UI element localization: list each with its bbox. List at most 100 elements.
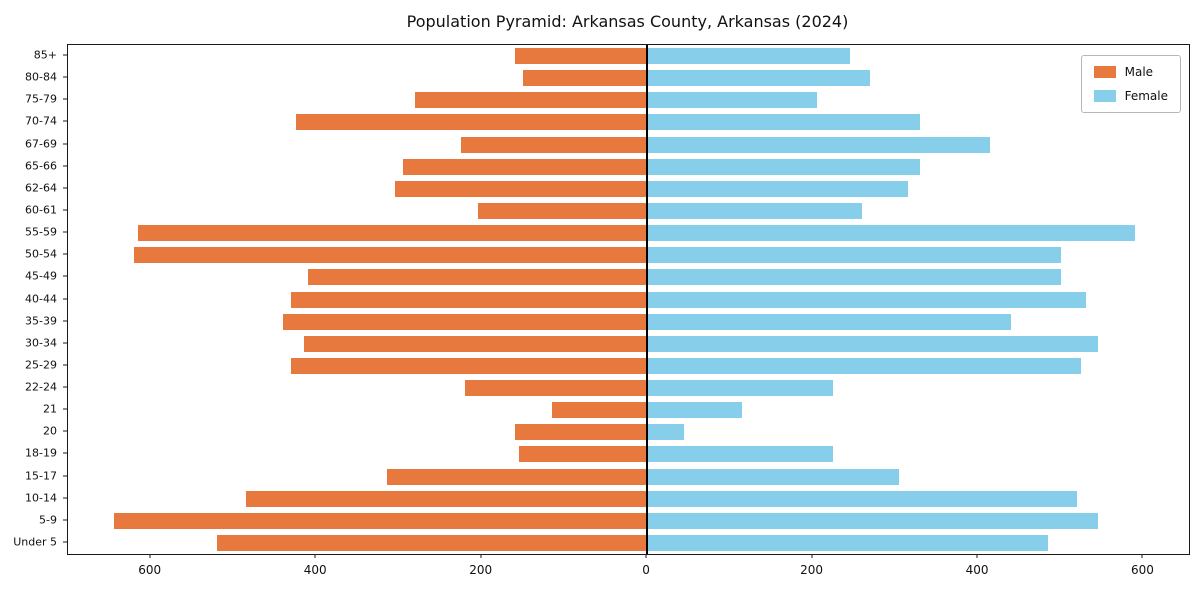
female-bar <box>647 136 991 153</box>
y-tick-label: 10-14 <box>25 491 57 505</box>
y-tick-mark <box>63 452 67 454</box>
y-tick-mark <box>63 54 67 56</box>
y-tick-mark <box>63 320 67 322</box>
y-tick-label: 62-64 <box>25 181 57 195</box>
female-bar <box>647 512 1098 529</box>
plot-area: Male Female <box>67 44 1190 555</box>
y-tick-label: 80-84 <box>25 70 57 84</box>
y-tick-label: 15-17 <box>25 469 57 483</box>
y-tick-mark <box>63 475 67 477</box>
male-bar <box>291 357 648 374</box>
female-bar <box>647 490 1078 507</box>
x-axis-labels: 600 400 200 0 200 400 600 <box>67 554 1188 590</box>
x-tick-mark <box>645 554 647 558</box>
y-tick-label: 85+ <box>33 48 57 62</box>
female-bar <box>647 446 834 463</box>
y-tick-mark <box>63 231 67 233</box>
y-tick-label: 75-79 <box>25 92 57 106</box>
male-bar <box>245 490 648 507</box>
male-bar <box>295 114 648 131</box>
y-tick-label: 55-59 <box>25 225 57 239</box>
x-tick-mark <box>480 554 482 558</box>
y-tick-mark <box>63 253 67 255</box>
y-tick-mark <box>63 165 67 167</box>
x-tick-mark <box>149 554 151 558</box>
female-bar <box>647 335 1098 352</box>
legend-item-male: Male <box>1093 65 1168 79</box>
male-bar <box>514 48 648 65</box>
y-tick-mark <box>63 541 67 543</box>
y-tick-mark <box>63 76 67 78</box>
y-tick-label: 35-39 <box>25 314 57 328</box>
y-tick-label: Under 5 <box>13 535 57 549</box>
zero-axis-line <box>646 45 648 554</box>
female-bar <box>647 380 834 397</box>
y-tick-label: 45-49 <box>25 269 57 283</box>
male-bar <box>394 180 648 197</box>
x-tick-label: 600 <box>138 563 162 577</box>
male-bar <box>465 380 648 397</box>
x-tick-mark <box>811 554 813 558</box>
male-bar <box>460 136 648 153</box>
y-tick-mark <box>63 187 67 189</box>
x-tick-label: 0 <box>642 563 650 577</box>
legend-male-label: Male <box>1124 65 1154 79</box>
y-tick-mark <box>63 342 67 344</box>
female-bar <box>647 357 1082 374</box>
y-tick-mark <box>63 497 67 499</box>
y-tick-mark <box>63 120 67 122</box>
male-bar <box>403 158 648 175</box>
male-bar <box>216 534 648 551</box>
female-bar <box>647 424 685 441</box>
male-bar <box>307 269 648 286</box>
y-tick-mark <box>63 98 67 100</box>
female-bar <box>647 180 908 197</box>
male-bar <box>551 402 648 419</box>
x-tick-label: 400 <box>965 563 989 577</box>
y-tick-label: 25-29 <box>25 358 57 372</box>
y-tick-label: 40-44 <box>25 292 57 305</box>
y-tick-label: 21 <box>43 402 57 416</box>
x-tick-label: 200 <box>800 563 824 577</box>
y-tick-mark <box>63 364 67 366</box>
legend-female-label: Female <box>1124 89 1168 103</box>
x-tick-label: 400 <box>303 563 327 577</box>
y-tick-mark <box>63 143 67 145</box>
y-tick-label: 20 <box>43 424 57 438</box>
legend-item-female: Female <box>1093 89 1168 103</box>
y-tick-mark <box>63 209 67 211</box>
y-tick-mark <box>63 430 67 432</box>
x-tick-label: 200 <box>469 563 493 577</box>
chart-title: Population Pyramid: Arkansas County, Ark… <box>406 12 849 31</box>
female-bar <box>647 269 1061 286</box>
y-tick-label: 60-61 <box>25 203 57 217</box>
y-tick-mark <box>63 408 67 410</box>
male-bar <box>291 291 648 308</box>
y-tick-mark <box>63 386 67 388</box>
female-bar <box>647 534 1049 551</box>
y-tick-mark <box>63 275 67 277</box>
y-tick-label: 30-34 <box>25 336 57 350</box>
male-bar <box>386 468 648 485</box>
y-tick-label: 65-66 <box>25 159 57 173</box>
male-bar <box>477 202 648 219</box>
female-bar <box>647 114 921 131</box>
female-bar <box>647 402 743 419</box>
x-tick-label: 600 <box>1131 563 1154 577</box>
y-tick-label: 67-69 <box>25 137 57 151</box>
female-bar <box>647 70 871 87</box>
male-bar <box>523 70 648 87</box>
x-tick-mark <box>976 554 978 558</box>
male-bar <box>138 225 648 242</box>
male-bar <box>415 92 648 109</box>
male-bar <box>303 335 648 352</box>
legend-female-swatch <box>1093 90 1116 102</box>
y-tick-label: 22-24 <box>25 380 57 394</box>
female-bar <box>647 313 1012 330</box>
female-bar <box>647 291 1086 308</box>
female-bar <box>647 225 1136 242</box>
y-axis-labels: 85+ 80-84 75-79 70-74 67-69 65-66 62-64 60-61 55… <box>0 44 67 553</box>
y-tick-label: 70-74 <box>25 114 57 128</box>
male-bar <box>518 446 648 463</box>
